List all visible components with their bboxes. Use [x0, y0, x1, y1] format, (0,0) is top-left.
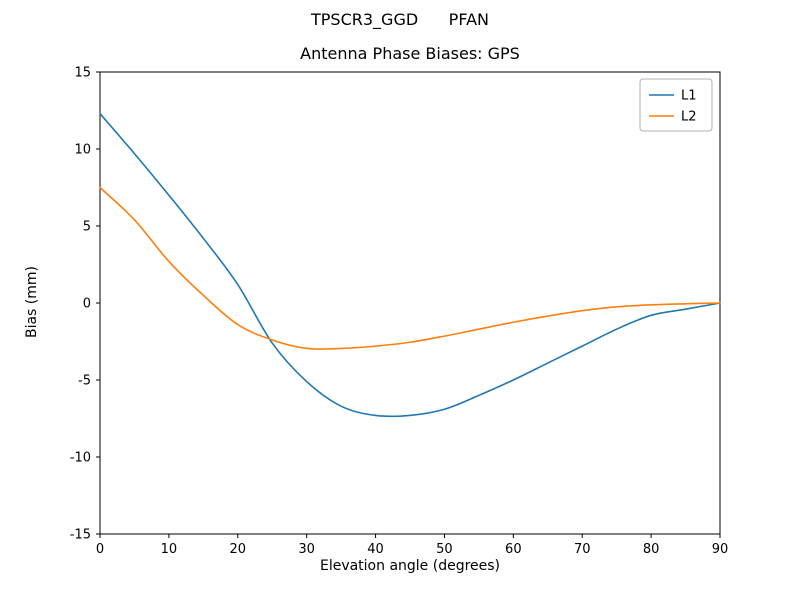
x-tick-label: 90 [712, 542, 729, 557]
y-tick-label: 10 [74, 143, 91, 158]
y-tick-label: 15 [74, 66, 91, 81]
x-tick-label: 60 [505, 542, 522, 557]
y-tick-label: -5 [78, 374, 91, 389]
axes-frame [99, 71, 721, 535]
series-line-L2 [99, 186, 721, 350]
series-line-L1 [99, 112, 721, 418]
x-tick-label: 10 [161, 542, 178, 557]
x-tick-label: 40 [367, 542, 384, 557]
y-tick-label: 0 [83, 297, 91, 312]
x-tick-label: 0 [96, 542, 104, 557]
x-axis-label: Elevation angle (degrees) [319, 558, 501, 574]
x-tick-label: 50 [436, 542, 453, 557]
y-tick-label: -15 [70, 528, 91, 543]
legend-label-L1: L1 [681, 89, 697, 104]
y-tick-label: -10 [70, 451, 91, 466]
x-tick-label: 70 [574, 542, 591, 557]
legend-label-L2: L2 [681, 110, 697, 125]
chart-title: Antenna Phase Biases: GPS [300, 44, 520, 63]
x-tick-label: 80 [643, 542, 660, 557]
figure-suptitle: TPSCR3_GGD PFAN [311, 10, 489, 29]
legend-box [639, 78, 713, 132]
x-tick-label: 30 [298, 542, 315, 557]
y-tick-label: 5 [83, 220, 91, 235]
x-tick-label: 20 [230, 542, 247, 557]
